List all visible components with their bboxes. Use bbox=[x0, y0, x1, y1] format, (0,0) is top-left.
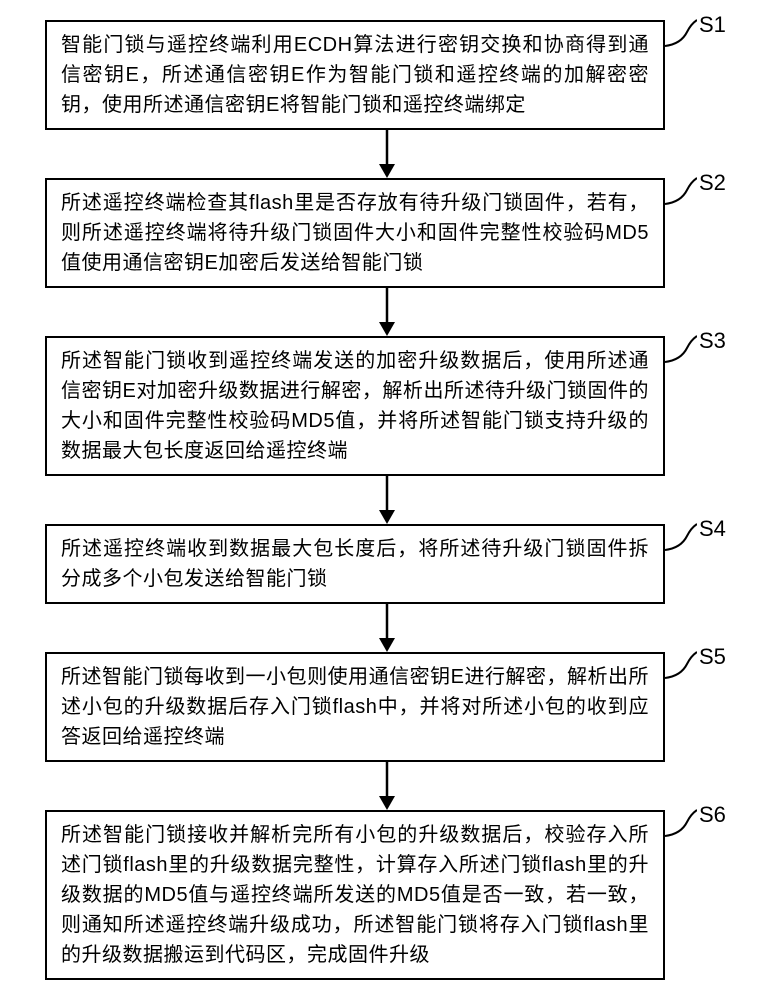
step-box: 智能门锁与遥控终端利用ECDH算法进行密钥交换和协商得到通信密钥E，所述通信密钥… bbox=[45, 20, 665, 130]
step-label-wrap: S2 bbox=[665, 172, 726, 210]
step-label: S5 bbox=[699, 644, 726, 670]
arrow-wrap bbox=[42, 762, 732, 810]
label-curve bbox=[665, 172, 697, 210]
label-curve bbox=[665, 14, 697, 52]
label-curve bbox=[665, 330, 697, 368]
flow-arrow bbox=[372, 130, 402, 178]
step-row: 所述遥控终端检查其flash里是否存放有待升级门锁固件，若有，则所述遥控终端将待… bbox=[10, 178, 763, 288]
step-box: 所述遥控终端检查其flash里是否存放有待升级门锁固件，若有，则所述遥控终端将待… bbox=[45, 178, 665, 288]
label-curve bbox=[665, 804, 697, 842]
step-label: S6 bbox=[699, 802, 726, 828]
step-label: S3 bbox=[699, 328, 726, 354]
arrow-wrap bbox=[42, 604, 732, 652]
step-row: 所述遥控终端收到数据最大包长度后，将所述待升级门锁固件拆分成多个小包发送给智能门… bbox=[10, 524, 763, 604]
step-label-wrap: S5 bbox=[665, 646, 726, 684]
flow-arrow bbox=[372, 604, 402, 652]
label-curve bbox=[665, 646, 697, 684]
step-row: 智能门锁与遥控终端利用ECDH算法进行密钥交换和协商得到通信密钥E，所述通信密钥… bbox=[10, 20, 763, 130]
step-box: 所述智能门锁接收并解析完所有小包的升级数据后，校验存入所述门锁flash里的升级… bbox=[45, 810, 665, 980]
step-label-wrap: S1 bbox=[665, 14, 726, 52]
arrow-wrap bbox=[42, 130, 732, 178]
label-curve bbox=[665, 518, 697, 556]
step-label-wrap: S6 bbox=[665, 804, 726, 842]
step-label-wrap: S3 bbox=[665, 330, 726, 368]
step-label-wrap: S4 bbox=[665, 518, 726, 556]
step-row: 所述智能门锁收到遥控终端发送的加密升级数据后，使用所述通信密钥E对加密升级数据进… bbox=[10, 336, 763, 476]
step-label: S1 bbox=[699, 12, 726, 38]
step-label: S2 bbox=[699, 170, 726, 196]
flow-arrow bbox=[372, 762, 402, 810]
arrow-wrap bbox=[42, 288, 732, 336]
step-box: 所述智能门锁每收到一小包则使用通信密钥E进行解密，解析出所述小包的升级数据后存入… bbox=[45, 652, 665, 762]
flow-arrow bbox=[372, 476, 402, 524]
step-box: 所述智能门锁收到遥控终端发送的加密升级数据后，使用所述通信密钥E对加密升级数据进… bbox=[45, 336, 665, 476]
arrow-wrap bbox=[42, 476, 732, 524]
step-box: 所述遥控终端收到数据最大包长度后，将所述待升级门锁固件拆分成多个小包发送给智能门… bbox=[45, 524, 665, 604]
flowchart-container: 智能门锁与遥控终端利用ECDH算法进行密钥交换和协商得到通信密钥E，所述通信密钥… bbox=[10, 20, 763, 980]
flow-arrow bbox=[372, 288, 402, 336]
step-label: S4 bbox=[699, 516, 726, 542]
step-row: 所述智能门锁接收并解析完所有小包的升级数据后，校验存入所述门锁flash里的升级… bbox=[10, 810, 763, 980]
step-row: 所述智能门锁每收到一小包则使用通信密钥E进行解密，解析出所述小包的升级数据后存入… bbox=[10, 652, 763, 762]
